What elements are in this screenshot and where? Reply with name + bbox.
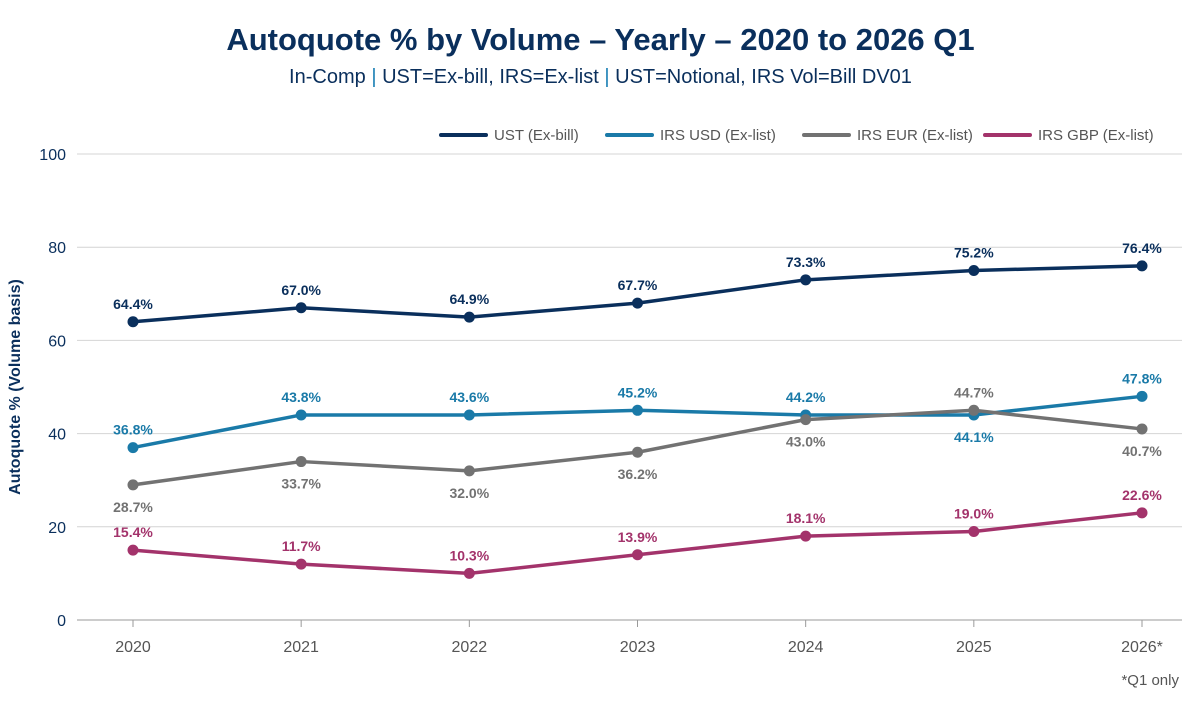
data-point: [1136, 260, 1148, 272]
data-point: [463, 311, 475, 323]
data-label: 43.6%: [449, 389, 489, 405]
data-label: 36.8%: [113, 422, 153, 438]
y-tick-label: 40: [48, 427, 66, 444]
data-label: 32.0%: [449, 485, 489, 501]
data-label: 18.1%: [786, 510, 826, 526]
x-tick-label: 2023: [620, 639, 656, 656]
legend-label: IRS EUR (Ex-list): [857, 127, 973, 144]
subtitle-part-2: UST=Ex-bill, IRS=Ex-list: [382, 66, 599, 88]
data-label: 10.3%: [449, 547, 489, 563]
legend-label: IRS USD (Ex-list): [660, 127, 776, 144]
data-point: [295, 456, 307, 468]
data-label: 67.7%: [618, 277, 658, 293]
data-point: [127, 442, 139, 454]
data-label: 36.2%: [618, 466, 658, 482]
subtitle-separator: |: [371, 66, 377, 88]
data-label: 15.4%: [113, 524, 153, 540]
legend-label: IRS GBP (Ex-list): [1038, 127, 1154, 144]
data-point: [463, 409, 475, 421]
data-point: [295, 409, 307, 421]
y-tick-label: 0: [57, 613, 66, 630]
subtitle-separator: |: [604, 66, 610, 88]
data-label: 73.3%: [786, 254, 826, 270]
x-tick-label: 2022: [452, 639, 488, 656]
y-tick-label: 60: [48, 333, 66, 350]
data-point: [632, 549, 643, 561]
data-label: 67.0%: [281, 282, 321, 298]
data-point: [800, 274, 812, 286]
chart-title: Autoquote % by Volume – Yearly – 2020 to…: [226, 22, 975, 57]
subtitle-part-3: UST=Notional, IRS Vol=Bill DV01: [615, 66, 912, 88]
data-label: 40.7%: [1122, 443, 1162, 459]
data-label: 11.7%: [282, 538, 321, 554]
data-point: [632, 297, 643, 309]
data-point: [295, 558, 307, 570]
y-axis-label: Autoquote % (Volume basis): [7, 279, 24, 495]
data-label: 76.4%: [1122, 240, 1162, 256]
data-label: 47.8%: [1122, 370, 1162, 386]
data-label: 64.9%: [449, 291, 489, 307]
x-tick-label: 2025: [956, 639, 992, 656]
data-point: [1136, 507, 1148, 519]
chart-subtitle: In-Comp | UST=Ex-bill, IRS=Ex-list | UST…: [0, 66, 1201, 89]
data-point: [127, 479, 139, 491]
data-point: [127, 316, 139, 328]
data-label: 44.2%: [786, 389, 826, 405]
data-label: 75.2%: [954, 245, 994, 261]
data-point: [1136, 423, 1148, 435]
data-label: 28.7%: [113, 499, 153, 515]
y-tick-label: 20: [48, 520, 66, 537]
y-tick-label: 80: [48, 240, 66, 257]
subtitle-part-1: In-Comp: [289, 66, 366, 88]
data-point: [463, 465, 475, 477]
data-label: 19.0%: [954, 505, 994, 521]
x-tick-label: 2024: [788, 639, 824, 656]
data-point: [968, 525, 980, 537]
x-tick-label: 2021: [283, 639, 319, 656]
data-point: [1136, 390, 1148, 402]
data-point: [632, 446, 643, 458]
data-label: 33.7%: [281, 476, 321, 492]
y-tick-label: 100: [39, 147, 66, 164]
x-tick-label: 2020: [115, 639, 151, 656]
data-point: [968, 265, 980, 276]
data-point: [127, 544, 139, 556]
data-label: 13.9%: [618, 529, 658, 545]
data-point: [463, 567, 475, 579]
data-point: [968, 404, 980, 416]
data-point: [800, 414, 812, 426]
x-tick-label: 2026*: [1121, 639, 1163, 656]
data-label: 45.2%: [618, 384, 658, 400]
data-point: [800, 530, 812, 542]
data-label: 43.8%: [281, 389, 321, 405]
data-point: [632, 404, 643, 416]
data-label: 44.1%: [954, 429, 994, 445]
data-label: 44.7%: [954, 384, 994, 400]
footnote: *Q1 only: [1121, 672, 1179, 689]
data-label: 43.0%: [786, 434, 826, 450]
data-point: [295, 302, 307, 314]
legend-label: UST (Ex-bill): [494, 127, 579, 144]
data-label: 64.4%: [113, 296, 153, 312]
data-label: 22.6%: [1122, 487, 1162, 503]
